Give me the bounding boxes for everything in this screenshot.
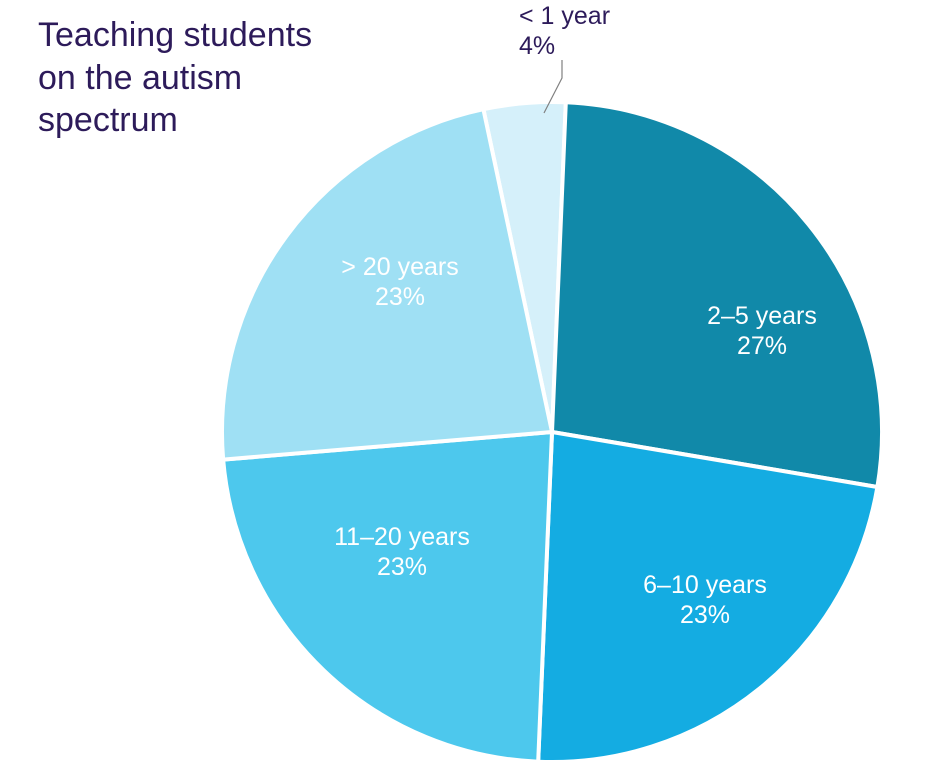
slice-percent-text: 27% bbox=[737, 332, 787, 360]
pie-slice bbox=[552, 102, 882, 487]
slice-label-text: > 20 years bbox=[341, 253, 458, 281]
callout-label-text: < 1 year bbox=[519, 2, 610, 30]
slice-percent-text: 23% bbox=[375, 283, 425, 311]
slice-label-text: 11–20 years bbox=[334, 523, 470, 551]
slice-label-text: 6–10 years bbox=[643, 571, 767, 599]
pie-chart: 2–5 years27%6–10 years23%11–20 years23%>… bbox=[0, 0, 935, 784]
slice-label-text: 2–5 years bbox=[707, 302, 817, 330]
callout-label: < 1 year4% bbox=[519, 2, 610, 60]
slice-percent-text: 23% bbox=[377, 553, 427, 581]
pie-slice bbox=[223, 432, 552, 762]
callout-percent-text: 4% bbox=[519, 32, 555, 60]
slice-percent-text: 23% bbox=[680, 601, 730, 629]
